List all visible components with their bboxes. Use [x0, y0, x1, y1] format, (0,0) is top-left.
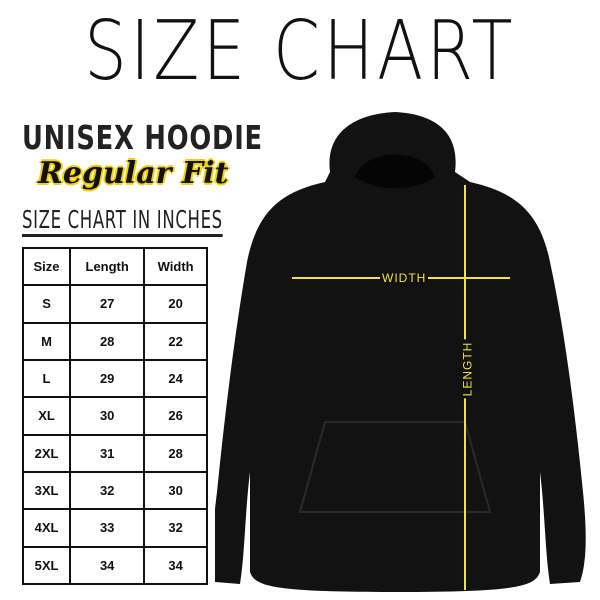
- pocket: [298, 421, 492, 513]
- cell-width: 32: [143, 508, 208, 548]
- page-title: SIZE CHART: [84, 4, 516, 99]
- header-length: Length: [69, 246, 146, 287]
- cell-length: 27: [69, 284, 146, 324]
- cell-width: 34: [143, 545, 208, 586]
- cell-length: 31: [69, 433, 146, 473]
- width-label: WIDTH: [380, 271, 429, 285]
- table-row: L 29 24: [21, 358, 208, 399]
- cell-size: M: [21, 321, 72, 361]
- table-row: XL 30 26: [21, 396, 208, 436]
- cell-width: 22: [143, 321, 208, 361]
- cell-size: 3XL: [21, 470, 72, 511]
- cell-length: 30: [69, 396, 146, 436]
- cell-width: 28: [143, 433, 208, 473]
- table-header-row: Size Length Width: [21, 246, 208, 287]
- cell-size: 5XL: [21, 545, 72, 586]
- cell-size: S: [21, 284, 72, 324]
- cell-size: L: [21, 358, 72, 399]
- header-size: Size: [21, 246, 72, 287]
- table-row: 2XL 31 28: [21, 433, 208, 473]
- cell-size: 4XL: [21, 508, 72, 548]
- cell-width: 20: [143, 284, 208, 324]
- product-name: UNISEX HOODIE: [22, 118, 263, 157]
- size-table: Size Length Width S 27 20 M 28 22 L 29 24 XL 30…: [21, 246, 208, 586]
- table-row: S 27 20: [21, 284, 208, 324]
- hoodie-image: [215, 112, 586, 592]
- chart-subtitle: SIZE CHART IN INCHES: [22, 205, 223, 237]
- table-row: 5XL 34 34: [21, 545, 208, 586]
- cell-width: 30: [143, 470, 208, 511]
- cell-width: 24: [143, 358, 208, 399]
- hoodie-body: [215, 112, 586, 592]
- table-row: 4XL 33 32: [21, 508, 208, 548]
- table-row: M 28 22: [21, 321, 208, 361]
- hood-opening: [355, 154, 435, 189]
- cell-length: 32: [69, 470, 146, 511]
- cell-length: 34: [69, 545, 146, 586]
- cell-length: 29: [69, 358, 146, 399]
- cell-size: 2XL: [21, 433, 72, 473]
- cell-width: 26: [143, 396, 208, 436]
- cell-length: 28: [69, 321, 146, 361]
- table-row: 3XL 32 30: [21, 470, 208, 511]
- cell-length: 33: [69, 508, 146, 548]
- fit-label: Regular Fit: [38, 156, 229, 191]
- header-width: Width: [143, 246, 208, 287]
- cell-size: XL: [21, 396, 72, 436]
- length-label: LENGTH: [460, 339, 475, 399]
